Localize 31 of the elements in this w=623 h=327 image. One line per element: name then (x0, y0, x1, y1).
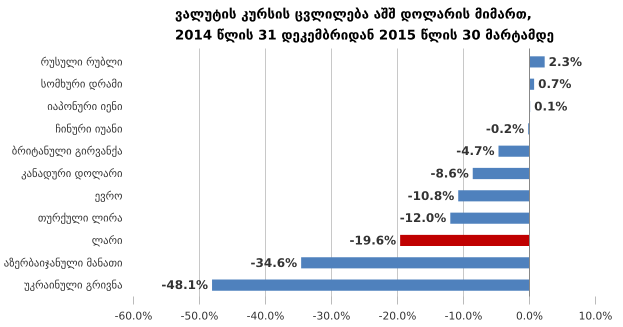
data-label: -34.6% (250, 256, 298, 270)
x-tick-label: -10.0% (444, 310, 482, 322)
data-label: -12.0% (400, 211, 446, 226)
data-label: -48.1% (161, 278, 208, 292)
data-label: 0.1% (534, 100, 568, 114)
y-tick-label: ჩინური იუანი (55, 122, 123, 136)
data-label: 2.3% (548, 54, 582, 69)
y-tick-label: უკრაინული გრივნა (24, 278, 123, 292)
data-label: -19.6% (350, 233, 396, 248)
x-tick-label: -50.0% (180, 310, 218, 322)
chart-title: ვალუტის კურსის ცვლილება აშშ დოლარის მიმართ, 2014 წლის 31 დეკემბრიდან 2015 წლის 30 მარტამდე (174, 6, 554, 44)
data-label: -4.7% (456, 144, 494, 158)
x-tick-label: -40.0% (246, 310, 284, 322)
data-label: -0.2% (486, 122, 524, 136)
x-tick-label: -20.0% (378, 310, 416, 322)
x-tick-label: -30.0% (312, 310, 350, 322)
y-tick-label: იაპონური იენი (47, 100, 123, 114)
y-tick-label: აზერბაიჯანული მანათი (4, 256, 122, 270)
y-tick-label: სომხური დრამი (40, 78, 123, 91)
y-tick-label: ევრო (94, 189, 122, 202)
data-label: -10.8% (408, 188, 454, 203)
y-tick-label: ბრიტანული გირვანქა (12, 144, 123, 158)
x-tick-label: 10.0% (578, 310, 612, 322)
y-tick-label: რუსული რუბლი (40, 55, 123, 68)
y-tick-label: თურქული ლირა (38, 212, 123, 225)
x-tick-label: -60.0% (114, 310, 152, 322)
x-tick-label: 0.0% (516, 310, 544, 322)
y-tick-label: ლარი (92, 234, 123, 247)
data-label: -8.6% (430, 166, 469, 180)
y-tick-label: კანადური დოლარი (21, 167, 123, 180)
data-label: 0.7% (538, 77, 572, 92)
